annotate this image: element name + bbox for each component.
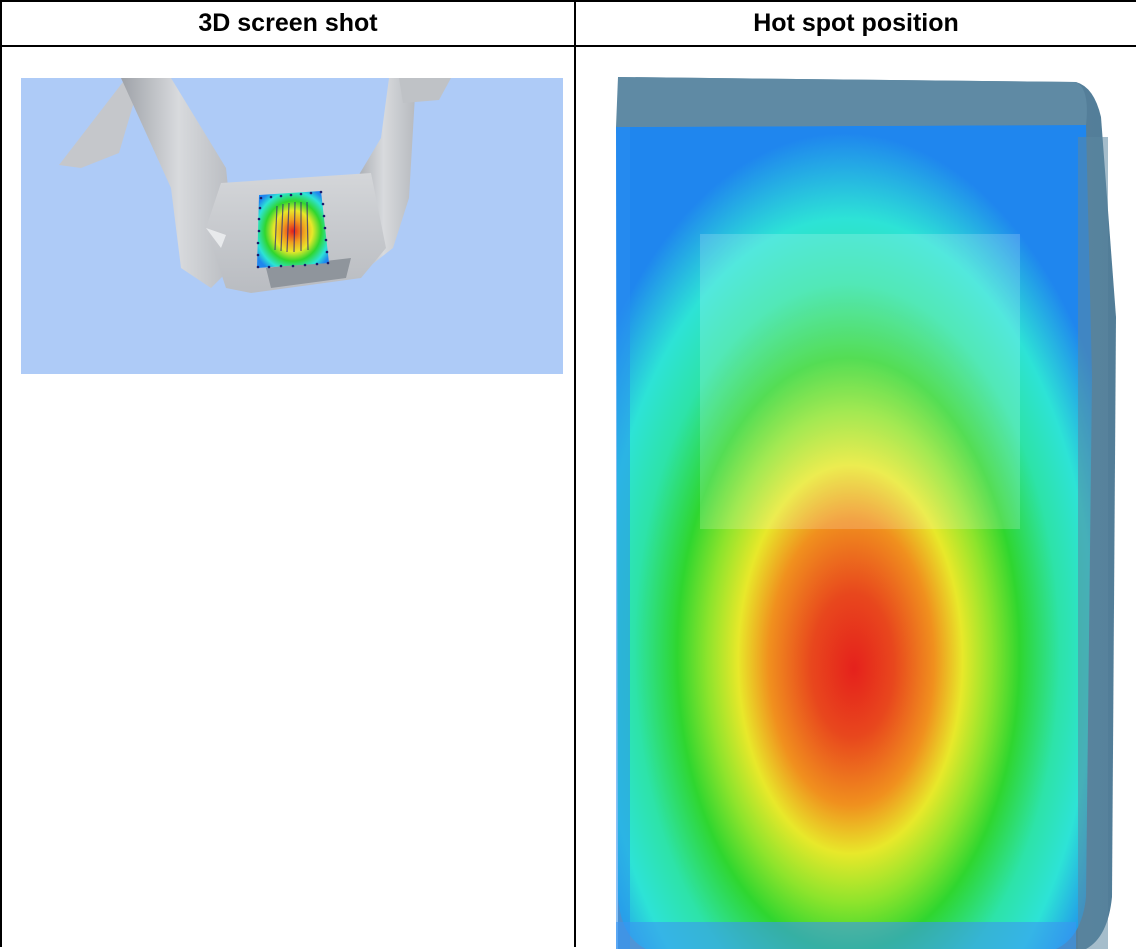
left-wedge — [206, 228, 226, 248]
cell-3d-screenshot — [2, 47, 574, 947]
cell-hot-spot — [576, 47, 1136, 949]
heatmap-surface — [616, 125, 1092, 949]
header-3d-screen-shot: 3D screen shot — [2, 2, 574, 47]
left-arm — [121, 78, 236, 288]
mini-heatmap-patch — [256, 190, 330, 269]
sensor-overlay — [700, 234, 1020, 529]
hotspot-heatmap — [616, 77, 1136, 949]
header-hot-spot-position: Hot spot position — [576, 2, 1136, 47]
3d-model-render — [21, 78, 563, 374]
left-fin — [59, 78, 141, 168]
right-fin — [399, 78, 451, 103]
column-3d-screenshot: 3D screen shot — [2, 2, 576, 947]
housing-top — [616, 77, 1087, 127]
column-hot-spot: Hot spot position — [576, 2, 1136, 949]
